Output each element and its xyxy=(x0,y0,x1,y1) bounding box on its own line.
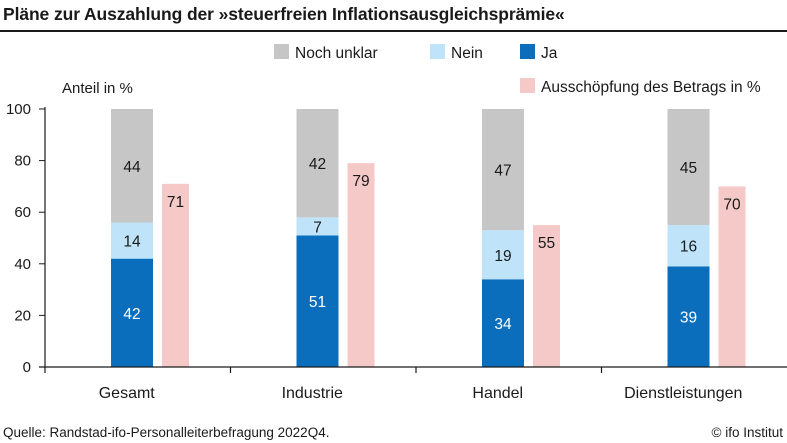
chart-title: Pläne zur Auszahlung der »steuerfreien I… xyxy=(3,4,565,24)
data-label-ja: 34 xyxy=(494,316,512,333)
bar-ausschoepfung xyxy=(347,163,375,367)
legend-label-aussch-pfung-des-betrags-in-: Ausschöpfung des Betrags in % xyxy=(541,79,761,96)
bar-ausschoepfung xyxy=(533,225,560,367)
y-tick-label: 60 xyxy=(14,204,31,221)
bar-ja xyxy=(667,266,710,367)
title-divider xyxy=(0,30,787,32)
bar-noch-unklar xyxy=(482,109,524,231)
data-label-noch-unklar: 42 xyxy=(309,156,326,173)
legend-swatch-nein xyxy=(430,44,445,59)
y-axis-label: Anteil in % xyxy=(62,80,133,97)
data-label-nein: 14 xyxy=(123,234,141,251)
bar-nein xyxy=(667,225,710,267)
data-label-noch-unklar: 44 xyxy=(123,159,141,176)
bar-nein xyxy=(111,222,153,259)
y-tick-label: 40 xyxy=(14,256,31,273)
data-label-ausschoepfung: 79 xyxy=(352,173,369,190)
data-label-ja: 51 xyxy=(309,294,326,311)
bar-noch-unklar xyxy=(296,109,339,218)
bar-ja xyxy=(296,235,339,367)
y-tick-label: 20 xyxy=(14,307,31,324)
data-label-noch-unklar: 45 xyxy=(680,160,697,177)
copyright-note: © ifo Institut xyxy=(711,425,783,440)
data-label-nein: 16 xyxy=(680,239,697,256)
bar-ausschoepfung xyxy=(162,183,189,367)
legend-swatch-ja xyxy=(520,44,535,59)
legend-swatch-noch-unklar xyxy=(274,44,289,59)
data-label-noch-unklar: 47 xyxy=(494,163,511,180)
data-label-ja: 39 xyxy=(680,310,697,327)
data-label-nein: 7 xyxy=(313,219,322,236)
legend-label-noch-unklar: Noch unklar xyxy=(295,45,378,62)
x-tick-label: Dienstleistungen xyxy=(624,385,742,402)
y-tick-label: 100 xyxy=(6,101,31,118)
x-tick-label: Industrie xyxy=(282,385,343,402)
source-note: Quelle: Randstad-ifo-Personalleiterbefra… xyxy=(3,425,330,440)
data-label-ausschoepfung: 70 xyxy=(723,196,741,213)
y-tick-label: 80 xyxy=(14,153,31,170)
bar-ausschoepfung xyxy=(718,186,746,367)
bar-nein xyxy=(482,230,524,280)
legend-label-ja: Ja xyxy=(541,45,558,62)
data-label-nein: 19 xyxy=(494,248,511,265)
bar-ja xyxy=(482,279,524,367)
data-label-ja: 42 xyxy=(123,306,140,323)
x-tick-label: Handel xyxy=(472,385,523,402)
data-label-ausschoepfung: 71 xyxy=(167,194,184,211)
x-tick-label: Gesamt xyxy=(99,385,156,402)
bar-ja xyxy=(111,258,153,367)
legend-label-nein: Nein xyxy=(451,45,483,62)
y-tick-label: 0 xyxy=(23,359,31,376)
data-label-ausschoepfung: 55 xyxy=(538,235,555,252)
bar-nein xyxy=(296,217,339,236)
legend-swatch-aussch-pfung-des-betrags-in- xyxy=(520,78,535,93)
bar-noch-unklar xyxy=(667,109,710,226)
stacked-bar-chart: Anteil in % 0 20 40 60 80 100 42 14 44 71 Gesamt 51 7… xyxy=(6,44,787,402)
bar-noch-unklar xyxy=(111,109,153,223)
